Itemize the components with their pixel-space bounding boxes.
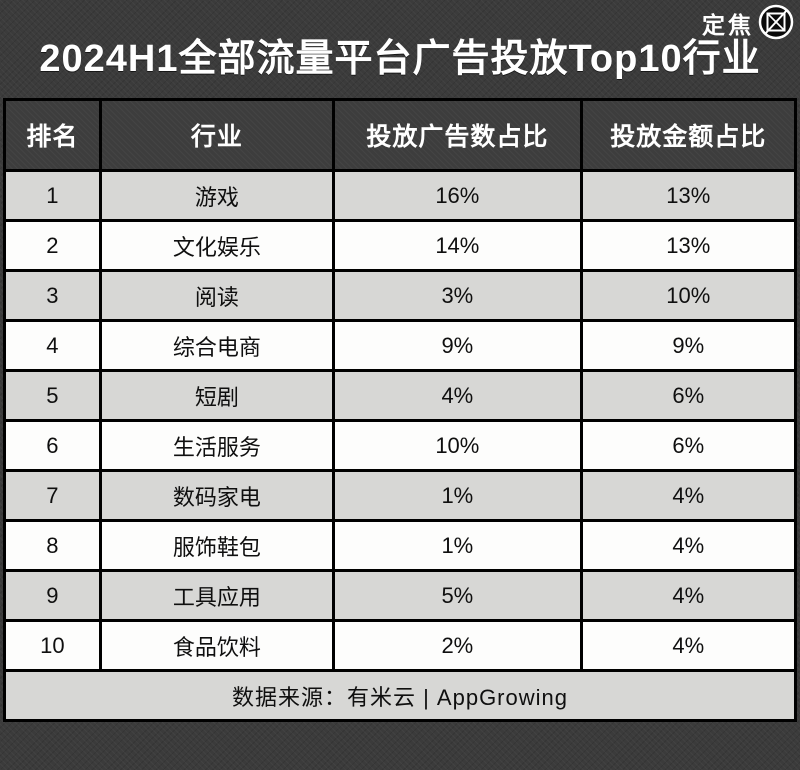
masthead: 2024H1全部流量平台广告投放Top10行业 定焦 — [0, 0, 800, 98]
col-header-rank: 排名 — [3, 98, 102, 172]
industry-cell: 文化娱乐 — [98, 219, 336, 272]
rank-cell: 4 — [3, 319, 102, 372]
page-title: 2024H1全部流量平台广告投放Top10行业 — [39, 37, 761, 80]
amount-share-cell: 4% — [579, 519, 798, 572]
source-row: 数据来源：有米云 | AppGrowing — [3, 669, 797, 722]
table-row: 3 阅读 3% 10% — [3, 269, 798, 322]
table-row: 1 游戏 16% 13% — [3, 169, 798, 222]
table-footer: 数据来源：有米云 | AppGrowing — [3, 669, 797, 722]
ad-count-share-cell: 4% — [332, 369, 583, 422]
ad-count-share-cell: 1% — [332, 469, 583, 522]
ad-count-share-cell: 5% — [332, 569, 583, 622]
rank-cell: 3 — [3, 269, 102, 322]
amount-share-cell: 4% — [579, 619, 798, 672]
amount-share-cell: 9% — [579, 319, 798, 372]
focus-circle-logo-icon — [757, 3, 795, 46]
rank-cell: 10 — [3, 619, 102, 672]
amount-share-cell: 10% — [579, 269, 798, 322]
table-row: 4 综合电商 9% 9% — [3, 319, 798, 372]
amount-share-cell: 4% — [579, 469, 798, 522]
industry-rank-table: 排名 行业 投放广告数占比 投放金额占比 1 游戏 16% 13% 2 文化娱乐… — [3, 98, 798, 722]
rank-cell: 7 — [3, 469, 102, 522]
industry-cell: 综合电商 — [98, 319, 336, 372]
table-row: 2 文化娱乐 14% 13% — [3, 219, 798, 272]
ad-count-share-cell: 10% — [332, 419, 583, 472]
amount-share-cell: 6% — [579, 369, 798, 422]
brand: 定焦 — [702, 3, 795, 46]
col-header-industry: 行业 — [98, 98, 336, 172]
rank-cell: 9 — [3, 569, 102, 622]
table-body: 1 游戏 16% 13% 2 文化娱乐 14% 13% 3 阅读 3% 10% … — [3, 169, 798, 672]
ad-count-share-cell: 3% — [332, 269, 583, 322]
industry-cell: 食品饮料 — [98, 619, 336, 672]
industry-cell: 工具应用 — [98, 569, 336, 622]
table-row: 7 数码家电 1% 4% — [3, 469, 798, 522]
data-source-note: 数据来源：有米云 | AppGrowing — [3, 669, 797, 722]
industry-cell: 阅读 — [98, 269, 336, 322]
ad-count-share-cell: 14% — [332, 219, 583, 272]
brand-name: 定焦 — [702, 11, 754, 38]
header-row: 排名 行业 投放广告数占比 投放金额占比 — [3, 98, 798, 172]
amount-share-cell: 13% — [579, 219, 798, 272]
rank-cell: 5 — [3, 369, 102, 422]
industry-cell: 游戏 — [98, 169, 336, 222]
industry-cell: 服饰鞋包 — [98, 519, 336, 572]
col-header-amount-share: 投放金额占比 — [579, 98, 798, 172]
table-row: 8 服饰鞋包 1% 4% — [3, 519, 798, 572]
industry-cell: 数码家电 — [98, 469, 336, 522]
rank-cell: 6 — [3, 419, 102, 472]
amount-share-cell: 13% — [579, 169, 798, 222]
col-header-ad-count-share: 投放广告数占比 — [332, 98, 583, 172]
table-row: 9 工具应用 5% 4% — [3, 569, 798, 622]
industry-cell: 生活服务 — [98, 419, 336, 472]
rank-cell: 2 — [3, 219, 102, 272]
industry-cell: 短剧 — [98, 369, 336, 422]
rank-cell: 1 — [3, 169, 102, 222]
ad-count-share-cell: 1% — [332, 519, 583, 572]
ad-count-share-cell: 2% — [332, 619, 583, 672]
rank-cell: 8 — [3, 519, 102, 572]
ad-count-share-cell: 9% — [332, 319, 583, 372]
table-header: 排名 行业 投放广告数占比 投放金额占比 — [3, 98, 798, 172]
table-row: 10 食品饮料 2% 4% — [3, 619, 798, 672]
amount-share-cell: 6% — [579, 419, 798, 472]
ad-count-share-cell: 16% — [332, 169, 583, 222]
amount-share-cell: 4% — [579, 569, 798, 622]
table-row: 6 生活服务 10% 6% — [3, 419, 798, 472]
table-row: 5 短剧 4% 6% — [3, 369, 798, 422]
